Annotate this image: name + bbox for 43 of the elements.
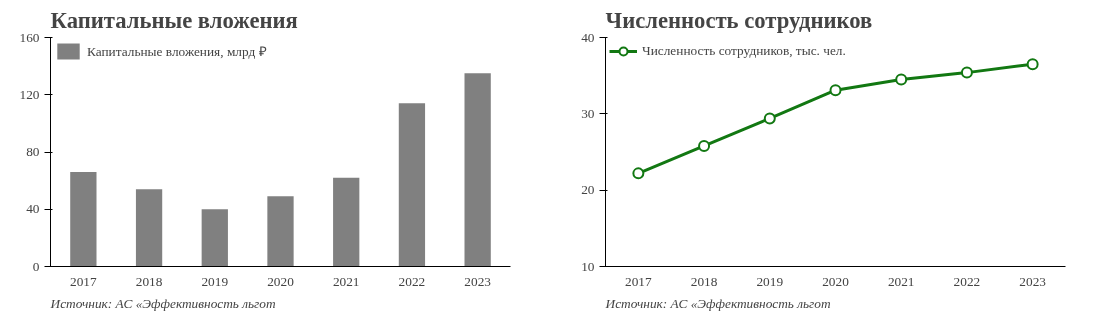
legend-label: Капитальные вложения, млрд ₽ [87,43,267,60]
y-tick-label: 20 [581,182,595,198]
bar [267,196,294,267]
x-tick-label: 2018 [690,273,718,289]
x-tick-label: 2020 [822,273,850,289]
chart-title: Капитальные вложения [50,7,298,33]
point [895,73,908,86]
point [763,112,776,125]
x-tick-label: 2017 [625,273,653,289]
bar [464,73,491,267]
y-tick-label: 40 [26,201,40,217]
text: Источник: АС «Эффективность льгот [49,295,276,311]
y-tick-label: 0 [32,258,40,274]
x-tick-label: 2019 [201,273,229,289]
point [698,139,711,152]
x-tick-label: 2021 [332,273,360,289]
bar [135,189,163,267]
y-tick-label: 40 [581,29,595,45]
y-tick-label: 120 [19,86,40,102]
x-tick-label: 2017 [70,273,98,289]
bar [70,172,97,267]
chart-title: Численность сотрудников [605,7,873,33]
bar [333,177,360,267]
point [960,66,973,79]
x-tick-label: 2022 [398,273,426,289]
y-tick-label: 30 [581,105,595,121]
text: Источник: АС «Эффективность льгот [604,295,831,311]
bar [398,103,426,267]
x-tick-label: 2020 [267,273,295,289]
point [632,167,645,180]
x-tick-label: 2018 [135,273,163,289]
bar [201,209,228,267]
x-tick-label: 2023 [1019,273,1047,289]
y-tick-label: 10 [581,258,595,274]
x-tick-label: 2023 [464,273,492,289]
point [829,84,842,97]
x-tick-label: 2021 [887,273,915,289]
y-tick-label: 80 [26,144,40,159]
point [1026,58,1039,71]
legend-label: Численность сотрудников, тыс. чел. [642,43,846,59]
x-tick-label: 2019 [756,273,784,289]
y-tick-label: 160 [19,29,40,45]
x-tick-label: 2022 [953,273,981,289]
